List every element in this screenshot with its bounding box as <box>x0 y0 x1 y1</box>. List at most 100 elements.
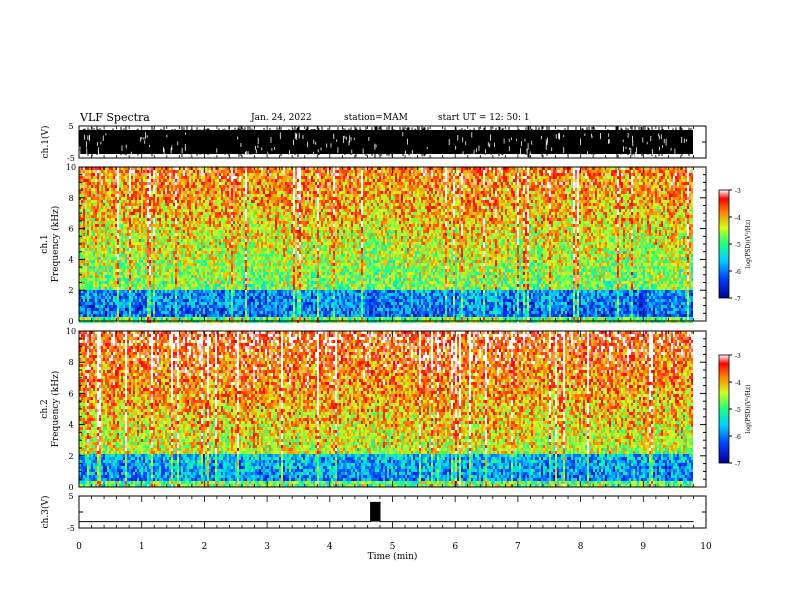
spectrogram-cell <box>253 299 255 302</box>
spectrogram-cell <box>81 194 83 197</box>
spectrogram-cell <box>123 185 125 188</box>
spectrogram-cell <box>177 302 179 305</box>
spectrogram-cell <box>253 176 255 179</box>
spectrogram-cell <box>191 260 193 263</box>
spectrogram-cell <box>221 278 223 281</box>
spectrogram-cell <box>217 314 219 317</box>
spectrogram-cell <box>97 281 99 284</box>
spectrogram-cell <box>163 203 165 206</box>
spectrogram-cell <box>177 248 179 251</box>
spectrogram-cell <box>123 293 125 296</box>
spectrogram-cell <box>201 224 203 227</box>
spectrogram-cell <box>175 275 177 278</box>
spectrogram-cell <box>105 209 107 212</box>
spectrogram-cell <box>85 281 87 284</box>
spectrogram-cell <box>191 221 193 224</box>
spectrogram-cell <box>207 266 209 269</box>
spectrogram-cell <box>115 311 117 314</box>
spectrogram-cell <box>207 251 209 254</box>
spectrogram-cell <box>147 194 149 197</box>
spectrogram-cell <box>103 260 105 263</box>
spectrogram-cell <box>235 302 237 305</box>
spectrogram-cell <box>185 308 187 311</box>
spectrogram-cell <box>231 239 233 242</box>
spectrogram-cell <box>255 263 257 266</box>
spectrogram-cell <box>213 209 215 212</box>
spectrogram-cell <box>259 200 261 203</box>
spectrogram-cell <box>153 248 155 251</box>
spectrogram-cell <box>259 314 261 317</box>
spectrogram-cell <box>241 272 243 275</box>
spectrogram-cell <box>225 275 227 278</box>
spectrogram-cell <box>175 227 177 230</box>
spectrogram-cell <box>189 173 191 176</box>
spectrogram-cell <box>163 272 165 275</box>
spectrogram-cell <box>117 170 119 173</box>
spectrogram-cell <box>219 272 221 275</box>
spectrogram-cell <box>201 197 203 200</box>
spectrogram-cell <box>175 272 177 275</box>
spectrogram-cell <box>159 299 161 302</box>
spectrogram-cell <box>191 257 193 260</box>
spectrogram-cell <box>93 314 95 317</box>
spectrogram-cell <box>145 311 147 314</box>
spectrogram-cell <box>115 179 117 182</box>
spectrogram-cell <box>179 278 181 281</box>
spectrogram-cell <box>259 218 261 221</box>
spectrogram-cell <box>159 287 161 290</box>
spectrogram-cell <box>223 260 225 263</box>
spectrogram-cell <box>117 215 119 218</box>
spectrogram-cell <box>227 245 229 248</box>
spectrogram-cell <box>131 233 133 236</box>
spectrogram-cell <box>135 257 137 260</box>
spectrogram-cell <box>197 206 199 209</box>
spectrogram-cell <box>193 266 195 269</box>
spectrogram-cell <box>181 194 183 197</box>
spectrogram-cell <box>261 179 263 182</box>
spectrogram-cell <box>209 176 211 179</box>
spectrogram-cell <box>249 182 251 185</box>
spectrogram-cell <box>177 290 179 293</box>
spectrogram-cell <box>249 245 251 248</box>
spectrogram-cell <box>87 272 89 275</box>
spectrogram-cell <box>227 230 229 233</box>
spectrogram-cell <box>113 305 115 308</box>
spectrogram-cell <box>115 236 117 239</box>
spectrogram-cell <box>99 302 101 305</box>
spectrogram-cell <box>261 263 263 266</box>
spectrogram-cell <box>253 227 255 230</box>
spectrogram-cell <box>157 284 159 287</box>
spectrogram-cell <box>185 314 187 317</box>
spectrogram-cell <box>95 185 97 188</box>
spectrogram-cell <box>257 302 259 305</box>
spectrogram-cell <box>107 218 109 221</box>
spectrogram-cell <box>197 266 199 269</box>
spectrogram-cell <box>183 224 185 227</box>
spectrogram-cell <box>247 206 249 209</box>
spectrogram-cell <box>241 185 243 188</box>
spectrogram-cell <box>87 239 89 242</box>
spectrogram-cell <box>181 182 183 185</box>
spectrogram-cell <box>195 248 197 251</box>
spectrogram-cell <box>237 233 239 236</box>
spectrogram-cell <box>237 257 239 260</box>
spectrogram-cell <box>163 299 165 302</box>
spectrogram-cell <box>105 308 107 311</box>
spectrogram-cell <box>83 272 85 275</box>
spectrogram-cell <box>153 260 155 263</box>
spectrogram-cell <box>253 206 255 209</box>
spectrogram-cell <box>213 203 215 206</box>
spectrogram-cell <box>133 170 135 173</box>
spectrogram-cell <box>133 179 135 182</box>
spectrogram-cell <box>91 254 93 257</box>
spectrogram-cell <box>227 272 229 275</box>
spectrogram-cell <box>247 311 249 314</box>
spectrogram-cell <box>153 254 155 257</box>
spectrogram-cell <box>157 179 159 182</box>
spectrogram-cell <box>243 296 245 299</box>
spectrogram-cell <box>111 311 113 314</box>
spectrogram-cell <box>187 209 189 212</box>
spectrogram-cell <box>149 284 151 287</box>
spectrogram-cell <box>111 305 113 308</box>
spectrogram-cell <box>155 218 157 221</box>
